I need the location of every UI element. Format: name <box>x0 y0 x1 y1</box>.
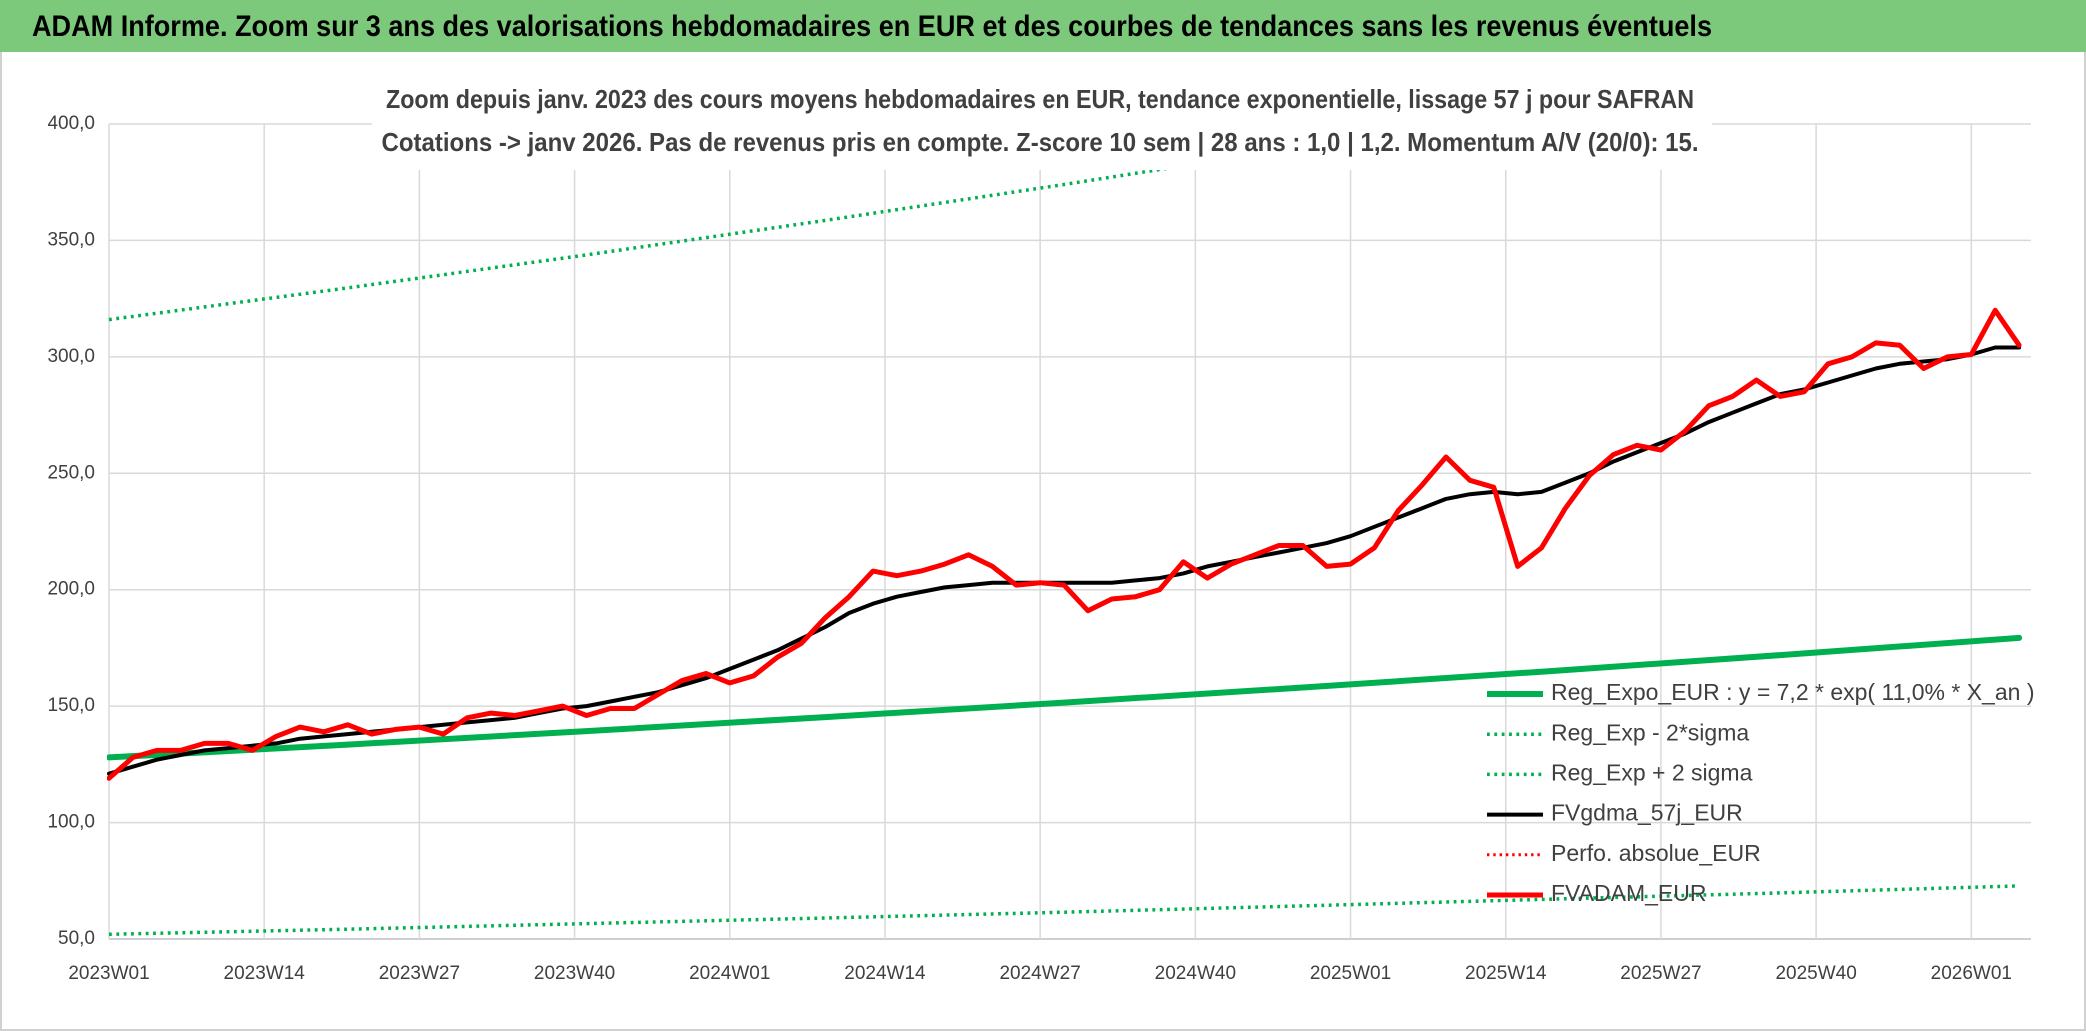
x-tick-label: 2024W27 <box>999 963 1080 984</box>
x-tick-label: 2026W01 <box>1931 963 2012 984</box>
subtitle: Cotations -> janv 2026. Pas de revenus p… <box>382 127 1699 157</box>
y-tick-label: 300,0 <box>47 346 95 367</box>
x-tick-label: 2024W14 <box>844 963 926 984</box>
title-bar <box>0 0 2086 52</box>
legend-label: Reg_Expo_EUR : y = 7,2 * exp( 11,0% * X_… <box>1551 679 2034 705</box>
series-line <box>107 634 2023 761</box>
x-tick-label: 2023W01 <box>68 963 149 984</box>
subtitle-box <box>372 80 1712 170</box>
x-tick-label: 2025W40 <box>1775 963 1856 984</box>
plot-area: 50,0 100,0 150,0 200,0 250,0 300,0 350,0 400,0 2… <box>47 113 2031 984</box>
x-tick-label: 2025W14 <box>1465 963 1547 984</box>
y-tick-label: 200,0 <box>47 579 95 600</box>
x-tick-label: 2023W27 <box>379 963 460 984</box>
legend-label: FVgdma_57j_EUR <box>1551 800 1743 826</box>
y-tick-label: 100,0 <box>47 812 95 833</box>
legend-label: FVADAM_EUR <box>1551 880 1707 906</box>
y-tick-label: 400,0 <box>47 113 95 134</box>
x-tick-label: 2025W27 <box>1620 963 1701 984</box>
subtitle: Zoom depuis janv. 2023 des cours moyens … <box>386 84 1694 114</box>
series-line <box>108 120 1479 322</box>
legend: Reg_Expo_EUR : y = 7,2 * exp( 11,0% * X_… <box>1487 679 2034 906</box>
x-tick-label: 2025W01 <box>1310 963 1391 984</box>
x-tick-label: 2024W40 <box>1155 963 1236 984</box>
chart-title: ADAM Informe. Zoom sur 3 ans des valoris… <box>32 10 1712 43</box>
series-line <box>108 884 2020 937</box>
y-tick-label: 350,0 <box>47 229 95 250</box>
legend-label: Perfo. absolue_EUR <box>1551 840 1761 866</box>
series-line <box>107 307 2022 781</box>
y-tick-label: 250,0 <box>47 462 95 483</box>
y-tick-label: 150,0 <box>47 695 95 716</box>
x-tick-label: 2023W14 <box>224 963 306 984</box>
x-tick-label: 2024W01 <box>689 963 770 984</box>
x-tick-label: 2023W40 <box>534 963 615 984</box>
legend-label: Reg_Exp + 2 sigma <box>1551 759 1753 785</box>
legend-label: Reg_Exp - 2*sigma <box>1551 719 1749 745</box>
y-tick-label: 50,0 <box>58 928 95 949</box>
